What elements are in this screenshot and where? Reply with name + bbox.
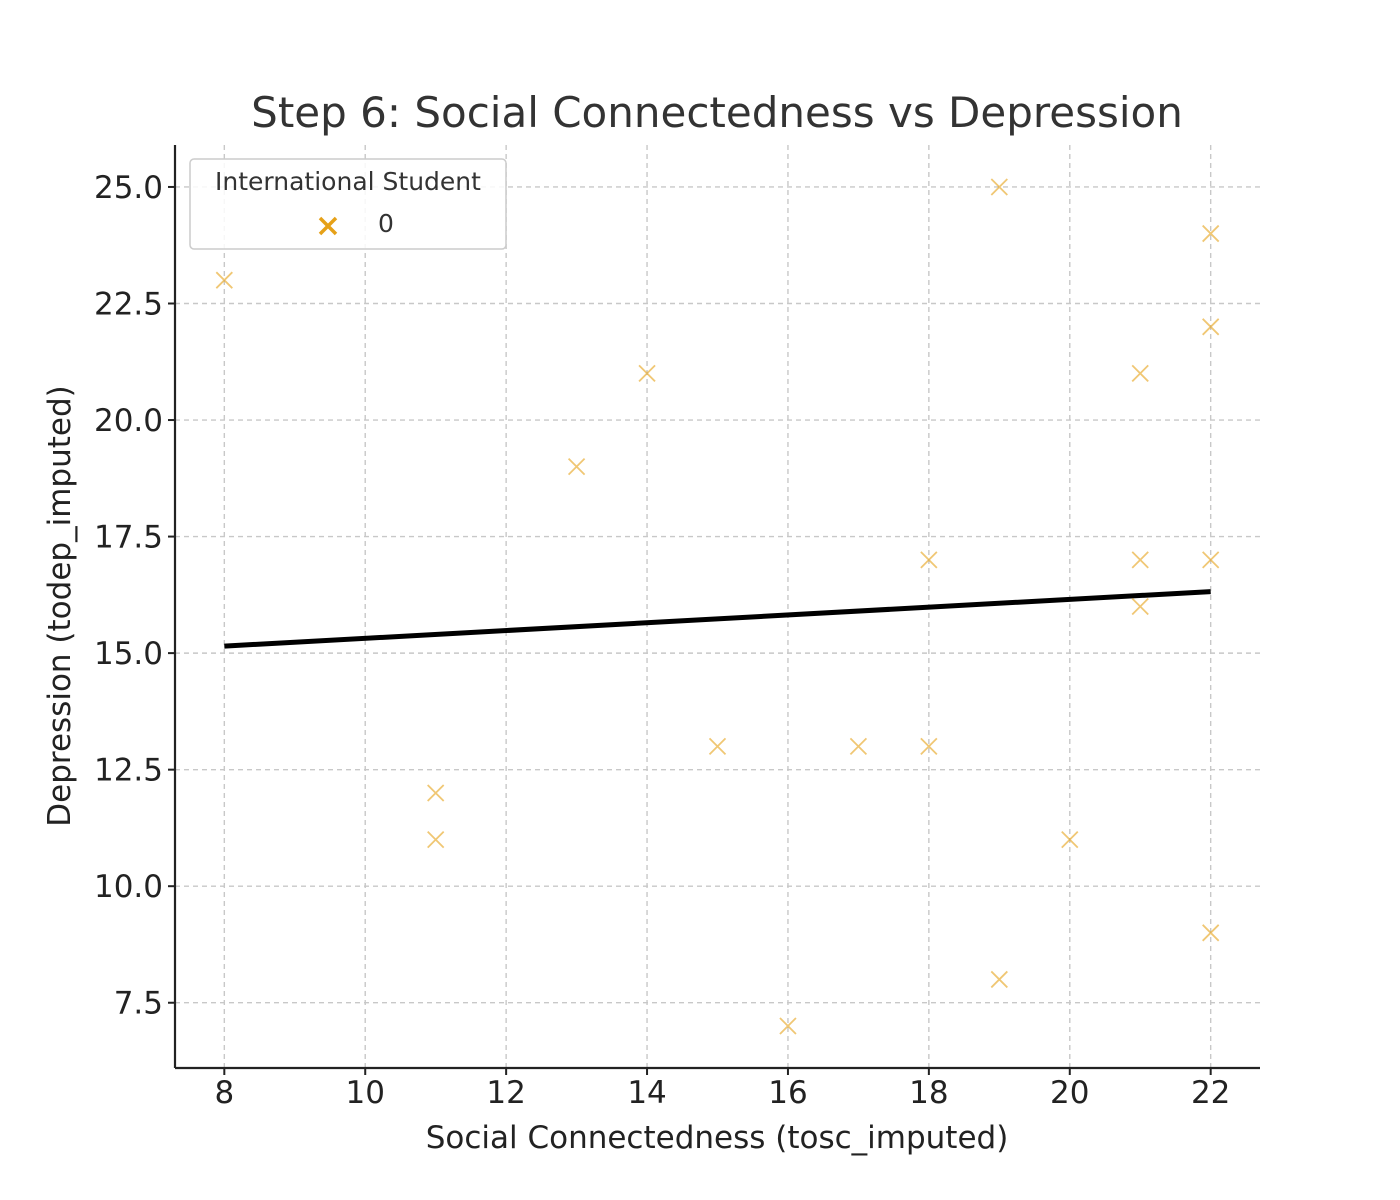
x-tick-label: 18 xyxy=(909,1075,948,1111)
data-point xyxy=(1131,364,1149,383)
x-tick-label: 16 xyxy=(768,1075,807,1111)
x-tick-label: 8 xyxy=(214,1075,234,1111)
trend-line-group xyxy=(224,589,1211,649)
data-point xyxy=(1202,551,1220,569)
axes xyxy=(168,145,1260,1075)
data-point xyxy=(920,551,938,569)
y-tick-label: 22.5 xyxy=(94,286,163,322)
y-axis-label: Depression (todep_imputed) xyxy=(42,385,78,826)
tick-labels: 8 10 12 14 16 18 20 22 7.5 10.0 12.5 15.0 17.5 20.0 22… xyxy=(94,170,1230,1111)
data-point xyxy=(849,737,868,755)
legend-frame xyxy=(189,158,507,250)
data-point xyxy=(1202,318,1220,336)
data-point xyxy=(1131,551,1149,569)
data-point xyxy=(1202,224,1220,243)
data-point xyxy=(779,1017,797,1035)
data-points xyxy=(215,178,1220,1035)
data-point xyxy=(427,784,445,802)
data-point xyxy=(1131,597,1149,616)
legend-entry-label: 0 xyxy=(378,209,394,238)
x-axis-label: Social Connectedness (tosc_imputed) xyxy=(426,1120,1009,1156)
y-tick-label: 25.0 xyxy=(94,170,163,206)
data-point xyxy=(708,737,727,755)
legend-title: International Student xyxy=(215,167,481,196)
data-point xyxy=(215,271,233,289)
y-tick-label: 10.0 xyxy=(94,869,163,905)
data-point xyxy=(427,830,445,849)
y-tick-label: 7.5 xyxy=(114,986,163,1022)
data-point xyxy=(1061,830,1079,849)
x-tick-label: 22 xyxy=(1191,1075,1230,1111)
y-tick-label: 17.5 xyxy=(94,520,163,556)
data-point xyxy=(1202,924,1220,942)
y-tick-label: 15.0 xyxy=(94,636,163,672)
x-tick-label: 14 xyxy=(627,1075,666,1111)
y-tick-label: 12.5 xyxy=(94,753,163,789)
x-tick-label: 20 xyxy=(1050,1075,1089,1111)
chart-title: Step 6: Social Connectedness vs Depressi… xyxy=(251,88,1183,137)
data-point xyxy=(990,178,1008,196)
y-tick-label: 20.0 xyxy=(94,403,163,439)
x-tick-label: 10 xyxy=(346,1075,385,1111)
data-point xyxy=(567,458,586,476)
legend: International Student 0 xyxy=(189,158,507,250)
x-tick-label: 12 xyxy=(486,1075,525,1111)
trend-line xyxy=(224,589,1211,649)
data-point xyxy=(638,364,656,383)
data-point xyxy=(990,970,1008,989)
legend-marker-icon xyxy=(318,216,338,236)
grid xyxy=(175,145,1260,1068)
data-point xyxy=(920,737,938,755)
